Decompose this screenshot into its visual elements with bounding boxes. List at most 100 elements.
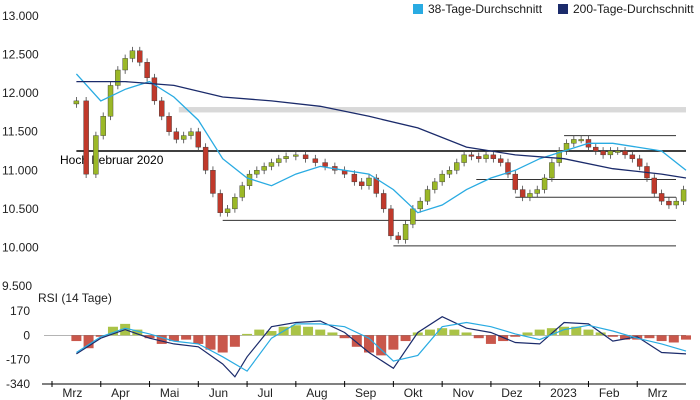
candle-body	[607, 150, 614, 156]
legend-label: 200-Tage-Durchschnitt	[573, 2, 694, 16]
candle-body	[366, 177, 372, 186]
rsi-bar	[510, 335, 521, 337]
candle-body	[210, 170, 216, 194]
rsi-bar	[351, 335, 362, 347]
rsi-bar	[327, 332, 338, 336]
rsi-bar	[546, 328, 557, 336]
candle-body	[446, 170, 453, 175]
candle-body	[454, 162, 460, 171]
candle-body	[239, 185, 245, 198]
candle-body	[424, 189, 431, 202]
candle-body	[195, 131, 202, 148]
rsi-bar	[193, 335, 204, 344]
rsi-bar	[205, 335, 216, 350]
candle-body	[188, 131, 194, 136]
candle-body	[129, 50, 136, 59]
rsi-bar	[181, 335, 192, 340]
candle-body	[410, 208, 416, 225]
candle-body	[73, 100, 80, 105]
x-tick-label: Nov	[453, 386, 474, 400]
rsi-bar	[156, 335, 167, 344]
rsi-bar	[559, 326, 570, 336]
rsi-bar	[620, 335, 631, 340]
candle-body	[417, 200, 423, 210]
candle-body	[549, 162, 555, 179]
candle-body	[322, 162, 328, 167]
x-tick-label: Mrz	[62, 386, 82, 400]
candle-body	[519, 189, 526, 198]
rsi-bar	[254, 329, 265, 336]
candle-body	[666, 200, 672, 206]
x-axis: Mrz Apr Mai Jun Jul Aug Sep Okt Nov Dez 2023 Feb Mrz	[42, 381, 686, 400]
rsi-bar	[644, 335, 655, 339]
candle-body	[461, 154, 467, 163]
rsi-line-2	[76, 321, 687, 372]
rsi-bar	[107, 326, 118, 336]
x-tick-label: Jul	[257, 386, 272, 400]
annotation-label: Hoch Februar 2020	[60, 153, 164, 167]
resistance-zone	[178, 107, 687, 113]
rsi-bar	[168, 335, 179, 342]
candle-body	[100, 116, 106, 136]
rsi-bar	[83, 335, 94, 349]
rsi-bar	[71, 335, 82, 342]
legend: 38-Tage-Durchschnitt 200-Tage-Durchschnit…	[413, 2, 694, 16]
candle-body	[312, 158, 319, 163]
rsi-bar	[668, 335, 679, 343]
candle-body	[224, 208, 231, 213]
candle-body	[680, 189, 687, 202]
rsi-title: RSI (14 Tage)	[38, 291, 112, 305]
ma200-line	[76, 80, 687, 179]
rsi-bar	[583, 329, 594, 336]
rsi-bar	[522, 332, 533, 336]
y-tick-label: 10.500	[2, 202, 39, 216]
candle-body	[93, 135, 99, 175]
rsi-bar	[485, 335, 496, 344]
candle-body	[173, 131, 180, 140]
candle-body	[563, 143, 570, 152]
x-tick-label: Aug	[306, 386, 327, 400]
candle-body	[593, 146, 599, 152]
rsi-bar	[656, 335, 667, 342]
x-tick-label: Sep	[355, 386, 377, 400]
candle-body	[302, 154, 309, 159]
x-tick-label: 2023	[550, 386, 577, 400]
x-tick-label: Jun	[209, 386, 228, 400]
x-tick-label: Mai	[160, 386, 179, 400]
candle-body	[578, 139, 584, 142]
x-tick-label: Apr	[111, 386, 130, 400]
candle-body	[254, 170, 260, 175]
candle-body	[629, 154, 636, 159]
candle-body	[468, 154, 475, 157]
candle-body	[388, 208, 394, 237]
rsi-bar	[534, 329, 545, 336]
y-tick-label: 9.500	[2, 279, 32, 293]
candle-body	[261, 166, 267, 171]
rsi-bar	[242, 333, 253, 336]
candle-body	[144, 62, 150, 78]
rsi-bar	[595, 332, 606, 336]
rsi-bar	[412, 332, 423, 336]
y-tick-label: 11.000	[2, 163, 38, 177]
candle-body	[232, 197, 238, 210]
candle-body	[83, 100, 89, 175]
candle-body	[166, 116, 172, 132]
rsi-bar	[681, 335, 691, 340]
x-tick-label: Feb	[599, 386, 620, 400]
candle-body	[600, 150, 606, 156]
candle-body	[395, 235, 401, 240]
candle-body	[202, 146, 209, 171]
rsi-bar	[437, 328, 448, 336]
rsi-bar	[498, 335, 509, 342]
rsi-line-1	[76, 316, 687, 378]
candle-body	[622, 150, 628, 156]
candle-body	[673, 200, 679, 206]
candle-body	[283, 156, 289, 159]
candle-body	[505, 162, 511, 175]
rsi-bar	[388, 335, 399, 350]
rsi-bar	[400, 335, 411, 342]
rsi-bar	[364, 335, 374, 353]
candle-body	[137, 50, 143, 63]
rsi-bar	[290, 325, 301, 336]
